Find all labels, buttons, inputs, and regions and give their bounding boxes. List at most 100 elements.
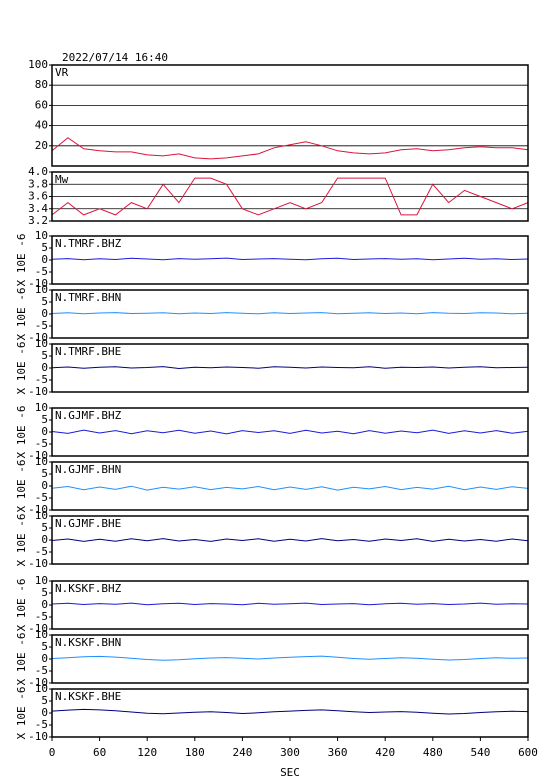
x-tick-label: 360 (328, 746, 348, 759)
y-tick-label: 0 (41, 253, 48, 266)
panel-frame (51, 580, 529, 630)
y-tick-label: 0 (41, 425, 48, 438)
panel-label: VR (55, 66, 69, 79)
panel-frame (51, 235, 529, 285)
y-tick-label: -5 (35, 437, 48, 450)
y-tick-label: 4.0 (28, 165, 48, 178)
y-axis-label: X 10E -6 (15, 288, 28, 341)
x-tick-label: 0 (49, 746, 56, 759)
y-tick-label: 10 (35, 401, 48, 414)
panel-label: N.KSKF.BHN (55, 636, 121, 649)
y-tick-label: 0 (41, 479, 48, 492)
panel-label: N.KSKF.BHZ (55, 582, 122, 595)
y-axis-label: X 10E -6 (15, 460, 28, 513)
y-tick-label: 5 (41, 467, 48, 480)
y-axis-label: X 10E -6 (15, 406, 28, 459)
trace (51, 485, 529, 491)
trace (51, 538, 529, 542)
y-tick-label: 80 (35, 78, 48, 91)
y-tick-label: 10 (35, 509, 48, 522)
panel-frame (51, 343, 529, 393)
y-axis-label: X 10E -6 (15, 342, 28, 395)
y-tick-label: 10 (35, 455, 48, 468)
panel-label: N.TMRF.BHZ (55, 237, 122, 250)
y-axis-label: X 10E -6 (15, 633, 28, 686)
y-tick-label: 10 (35, 283, 48, 296)
panel-label: N.GJMF.BHZ (55, 409, 122, 422)
y-tick-label: 10 (35, 682, 48, 695)
panel-frame (51, 289, 529, 339)
y-tick-label: 0 (41, 307, 48, 320)
y-tick-label: 3.4 (28, 202, 48, 215)
y-tick-label: -5 (35, 664, 48, 677)
y-tick-label: 5 (41, 640, 48, 653)
trace (51, 312, 529, 315)
trace (51, 708, 529, 715)
y-tick-label: 0 (41, 652, 48, 665)
panel-label: Mw (55, 173, 69, 186)
y-axis-label: X 10E -6 (15, 234, 28, 287)
y-tick-label: -5 (35, 373, 48, 386)
panel-frame (51, 634, 529, 684)
timestamp: 2022/07/14 16:40 (62, 51, 168, 64)
y-tick-label: 5 (41, 586, 48, 599)
y-tick-label: 5 (41, 521, 48, 534)
y-tick-label: 3.8 (28, 177, 48, 190)
panel-frame (51, 688, 529, 738)
x-tick-label: 420 (375, 746, 395, 759)
y-tick-label: 60 (35, 98, 48, 111)
trace (51, 655, 529, 661)
y-tick-label: -5 (35, 545, 48, 558)
y-tick-label: 0 (41, 706, 48, 719)
panel-label: N.GJMF.BHE (55, 517, 121, 530)
y-tick-label: 3.6 (28, 190, 48, 203)
trace (51, 137, 529, 160)
panel-frame (51, 407, 529, 457)
y-tick-label: 0 (41, 598, 48, 611)
y-tick-label: 5 (41, 295, 48, 308)
x-tick-label: 480 (423, 746, 443, 759)
x-tick-label: 120 (137, 746, 157, 759)
y-tick-label: 10 (35, 229, 48, 242)
y-axis-label: X 10E -6 (15, 687, 28, 740)
trace (51, 257, 529, 261)
panel-label: N.KSKF.BHE (55, 690, 121, 703)
y-tick-label: 5 (41, 241, 48, 254)
y-tick-label: -5 (35, 319, 48, 332)
y-tick-label: -5 (35, 610, 48, 623)
y-tick-label: 5 (41, 694, 48, 707)
x-tick-label: 240 (232, 746, 252, 759)
y-tick-label: -5 (35, 491, 48, 504)
x-tick-label: 600 (518, 746, 538, 759)
y-tick-label: 3.2 (28, 214, 48, 227)
y-tick-label: -10 (28, 730, 48, 743)
trace (51, 366, 529, 370)
y-tick-label: 10 (35, 337, 48, 350)
x-axis-label: SEC (280, 766, 300, 779)
panel-label: N.GJMF.BHN (55, 463, 121, 476)
trace (51, 429, 529, 435)
trace (51, 602, 529, 606)
panel-frame (51, 461, 529, 511)
y-tick-label: -10 (28, 331, 48, 344)
y-tick-label: 10 (35, 628, 48, 641)
x-tick-label: 60 (93, 746, 106, 759)
panel-frame (51, 171, 529, 222)
y-tick-label: -10 (28, 385, 48, 398)
y-tick-label: -10 (28, 557, 48, 570)
y-tick-label: -10 (28, 503, 48, 516)
panel-frame (51, 64, 529, 167)
y-tick-label: 20 (35, 139, 48, 152)
y-tick-label: -5 (35, 265, 48, 278)
panel-label: N.TMRF.BHN (55, 291, 121, 304)
x-tick-label: 540 (470, 746, 490, 759)
y-axis-label: X 10E -6 (15, 579, 28, 632)
y-tick-label: -10 (28, 676, 48, 689)
panel-frame (51, 515, 529, 565)
y-tick-label: 5 (41, 413, 48, 426)
y-tick-label: 5 (41, 349, 48, 362)
panel-label: N.TMRF.BHE (55, 345, 121, 358)
trace (51, 177, 529, 216)
y-axis-label: X 10E -6 (15, 514, 28, 567)
